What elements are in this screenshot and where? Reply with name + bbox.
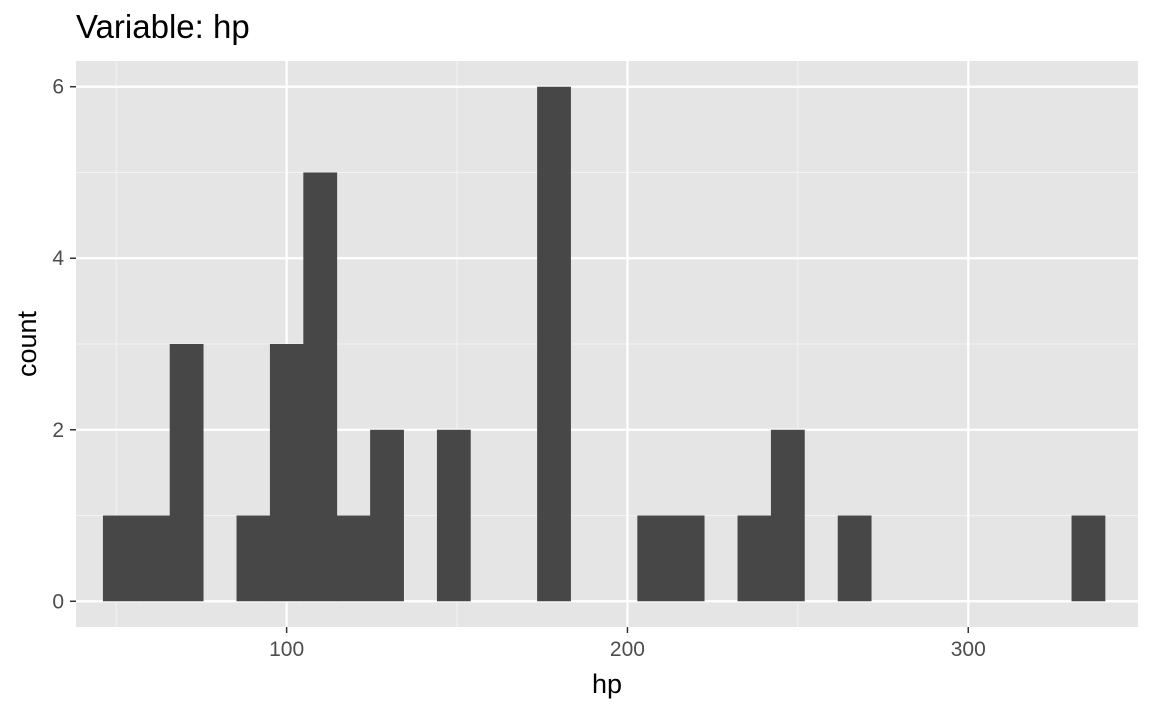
x-tick-label: 300 <box>951 638 986 661</box>
x-tick-label: 200 <box>610 638 645 661</box>
histogram-bar <box>303 172 338 602</box>
histogram-bar <box>102 515 137 602</box>
histogram-bar <box>370 429 404 602</box>
histogram-bar <box>269 344 304 602</box>
x-tick-label: 100 <box>269 638 304 661</box>
histogram-bar <box>770 429 805 602</box>
axis-ticks <box>70 85 970 633</box>
y-axis-title: count <box>12 310 42 377</box>
y-tick-label: 4 <box>52 247 64 270</box>
histogram-bar <box>537 86 571 602</box>
histogram-bar <box>670 515 705 602</box>
histogram-bar <box>236 515 271 602</box>
histogram-bar <box>136 515 171 602</box>
histogram-bars <box>102 86 1106 602</box>
histogram-bar <box>1071 515 1106 602</box>
histogram-bar <box>436 429 471 602</box>
y-tick-label: 0 <box>52 590 64 613</box>
chart-title: Variable: hp <box>76 8 250 45</box>
histogram-bar <box>737 515 772 602</box>
histogram-bar <box>336 515 371 602</box>
x-axis-title: hp <box>592 669 622 699</box>
histogram-bar <box>169 344 204 602</box>
y-tick-label: 6 <box>52 76 64 99</box>
y-tick-label: 2 <box>52 419 64 442</box>
axis-tick-labels: 100 200 300 0 2 4 6 <box>52 76 985 661</box>
histogram-bar <box>837 515 872 602</box>
histogram-bar <box>637 515 672 602</box>
